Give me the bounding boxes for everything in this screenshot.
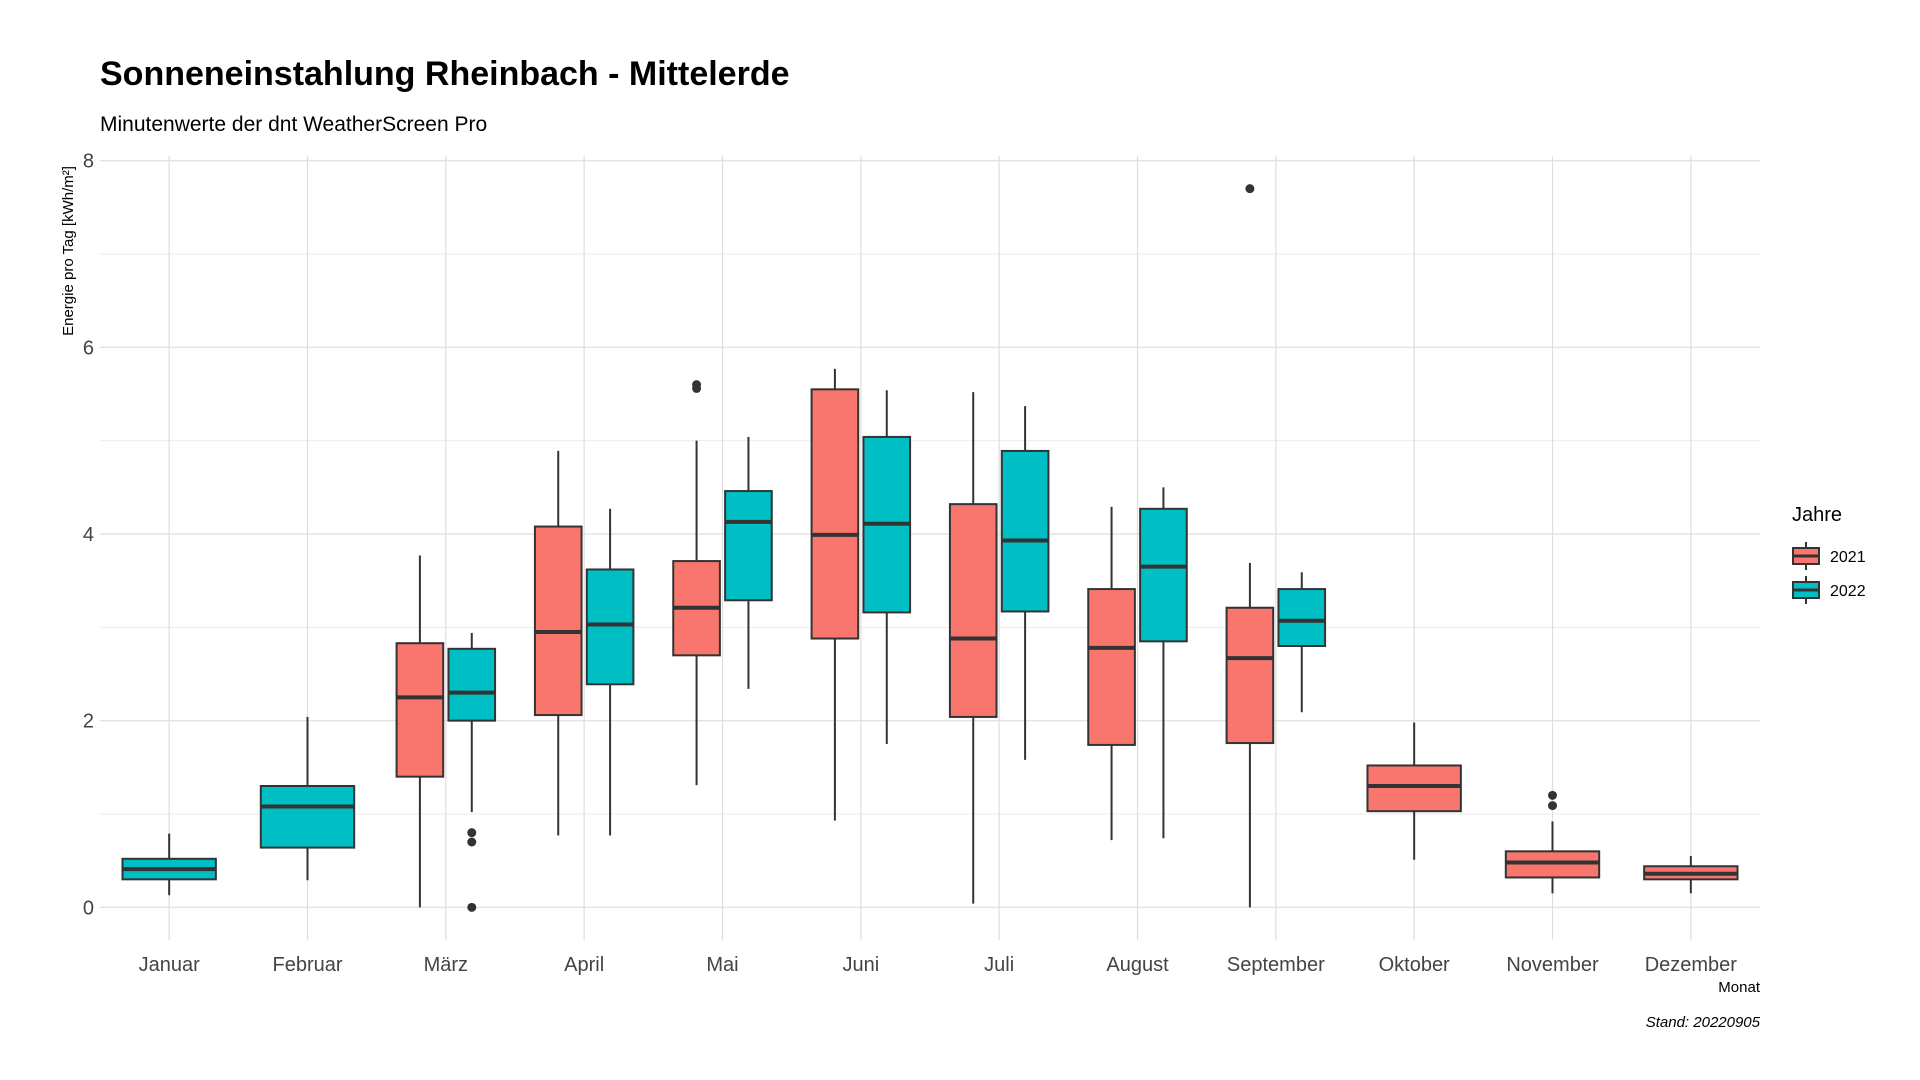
box-iqr [533,525,583,717]
box-iqr [1225,606,1275,745]
y-tick-label: 6 [83,337,94,359]
box-2021-November [1504,790,1601,894]
x-tick-label: November [1506,954,1599,976]
grid [100,156,1760,940]
box-2022-Februar [259,716,356,881]
box-iqr [1139,507,1188,643]
chart-caption: Stand: 20220905 [1646,1014,1761,1031]
outlier-point [692,380,702,390]
box-2021-August [1087,506,1136,841]
x-axis-ticks: Januar Februar März April Mai Juni Juli August S… [139,954,1738,976]
y-tick-label: 8 [83,151,94,173]
box-iqr [1366,764,1462,813]
boxes [121,184,1739,912]
outlier-point [467,902,477,912]
x-axis-label: Monat [1718,979,1761,996]
box-iqr [1277,588,1327,647]
y-tick-label: 0 [83,897,94,919]
chart-subtitle: Minutenwerte der dnt WeatherScreen Pro [100,113,487,136]
outlier-point [1548,801,1557,811]
x-tick-label: Juli [984,954,1014,976]
box-2022-Juli [1000,406,1050,760]
box-iqr [724,490,773,602]
y-tick-label: 4 [83,524,94,546]
box-2021-April [533,450,583,836]
box-iqr [810,388,860,640]
outlier-point [467,837,477,847]
box-2021-Oktober [1366,722,1462,860]
box-iqr [259,785,356,849]
legend-item-2022: 2022 [1792,576,1866,604]
box-iqr [1087,588,1136,746]
y-tick-label: 2 [83,711,94,733]
box-2021-September [1225,184,1275,908]
box-2022-Mai [724,436,773,689]
box-iqr [395,642,445,778]
x-tick-label: Mai [706,954,738,976]
box-2021-Mai [672,380,721,786]
box-iqr [585,568,635,686]
outlier-point [467,828,477,838]
box-2021-März [395,555,445,908]
x-tick-label: Januar [139,954,200,976]
legend-item-2021: 2021 [1792,542,1866,570]
x-tick-label: Juni [842,954,879,976]
box-2021-Juli [948,392,998,904]
legend-title: Jahre [1792,504,1842,526]
box-iqr [948,503,998,718]
box-2022-April [585,508,635,836]
box-2021-Juni [810,368,860,821]
box-2022-Januar [121,833,217,896]
x-tick-label: April [564,954,604,976]
x-tick-label: August [1106,954,1169,976]
box-iqr [1000,449,1050,613]
legend-label: 2022 [1830,583,1866,600]
legend: 2021 2022 [1792,542,1866,604]
y-axis-label: Energie pro Tag [kWh/m²] [60,166,77,336]
box-2021-Dezember [1643,856,1739,894]
chart-title: Sonneneinstahlung Rheinbach - Mittelerde [100,55,790,93]
outlier-point [1245,184,1255,194]
x-tick-label: März [424,954,468,976]
outlier-point [1548,790,1557,800]
x-tick-label: Oktober [1379,954,1450,976]
box-2022-Juni [862,390,912,744]
legend-label: 2021 [1830,549,1866,566]
x-tick-label: Dezember [1645,954,1738,976]
x-tick-label: Februar [272,954,342,976]
x-tick-label: September [1227,954,1325,976]
box-iqr [447,647,497,722]
box-2022-August [1139,487,1188,839]
y-axis-ticks: 0 2 4 6 8 [83,151,94,920]
box-2022-März [447,632,497,912]
box-2022-September [1277,572,1327,713]
